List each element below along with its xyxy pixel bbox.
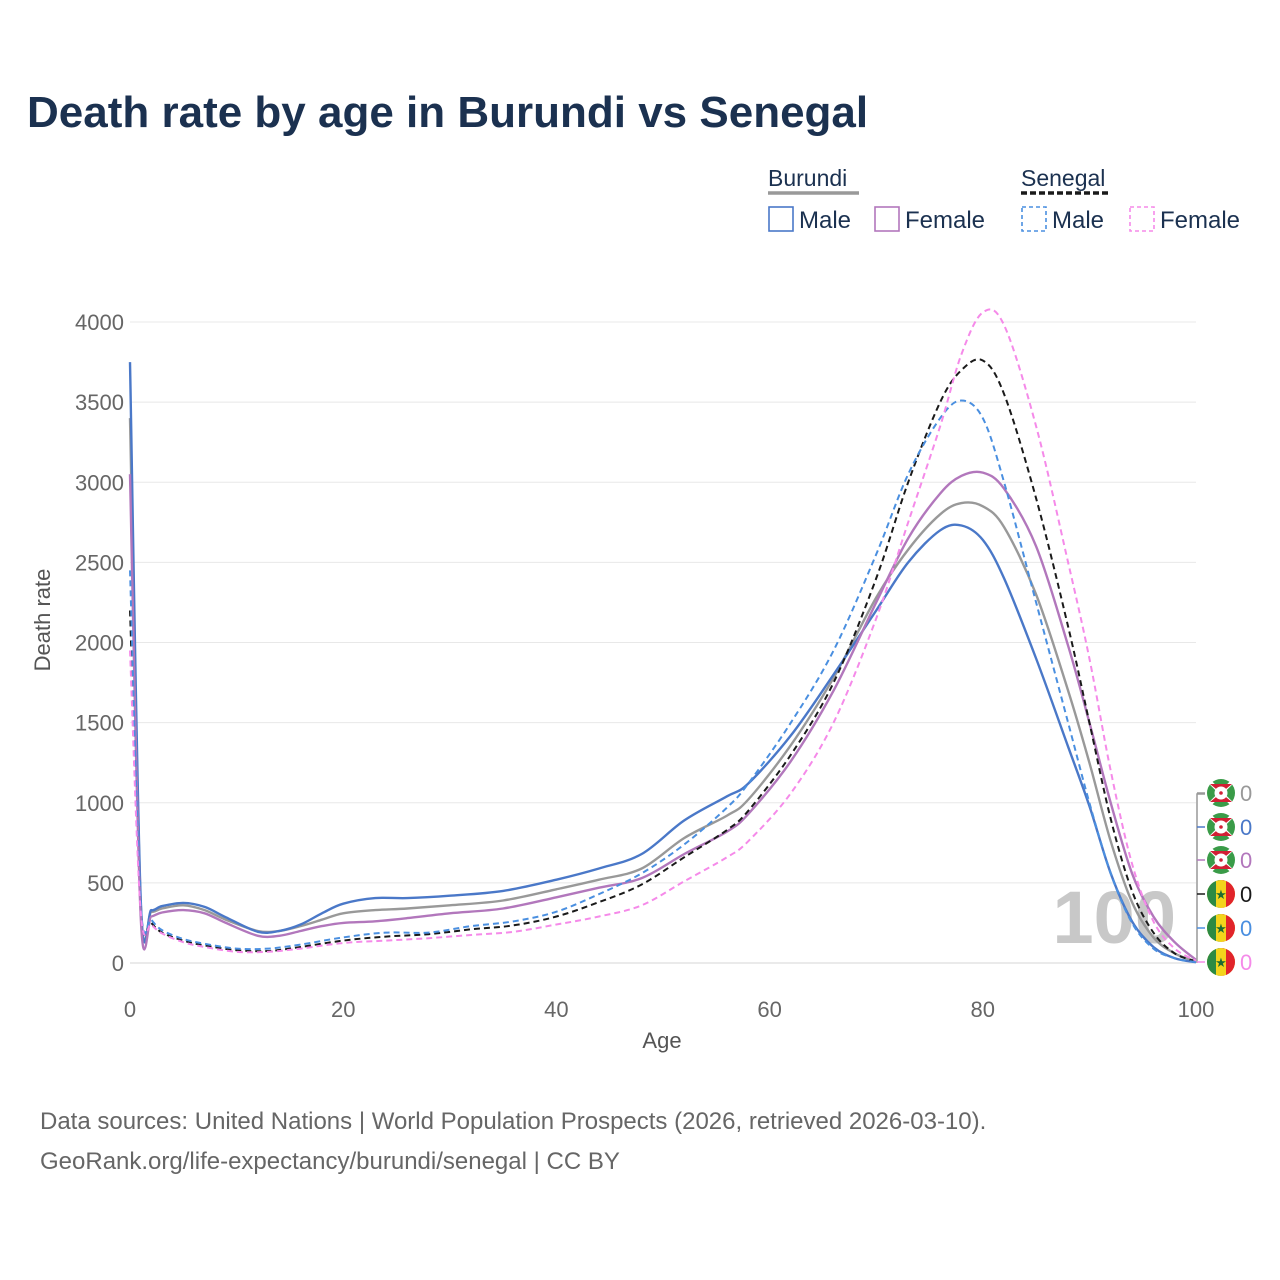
y-axis: 0 500 1000 1500 2000 2500 3000 3500 4000 bbox=[75, 310, 124, 976]
senegal-flag-red bbox=[1221, 880, 1235, 908]
end-bracket bbox=[1196, 793, 1205, 963]
end-markers: 0 0 0 ★ 0 ★ 0 ★ 0 bbox=[1196, 777, 1252, 976]
x-tick-label: 80 bbox=[971, 997, 995, 1022]
series-line-3 bbox=[129, 358, 1197, 963]
y-tick-label: 4000 bbox=[75, 310, 124, 335]
legend-swatch bbox=[768, 206, 794, 232]
x-tick-label: 40 bbox=[544, 997, 568, 1022]
series-line-1 bbox=[128, 362, 1197, 964]
senegal-flag-red bbox=[1221, 914, 1235, 942]
legend-item-label: Female bbox=[905, 207, 985, 234]
senegal-flag-star: ★ bbox=[1215, 956, 1227, 971]
annotation-value: 100 bbox=[1053, 876, 1176, 959]
series-layer bbox=[128, 308, 1197, 964]
series-line-4 bbox=[129, 399, 1197, 964]
legend: Burundi Male Female Senegal Male Female bbox=[768, 165, 1240, 234]
y-tick-label: 0 bbox=[112, 951, 124, 976]
senegal-flag-star: ★ bbox=[1215, 922, 1227, 937]
series-line-0 bbox=[128, 418, 1197, 963]
x-tick-label: 20 bbox=[331, 997, 355, 1022]
x-tick-label: 0 bbox=[124, 997, 136, 1022]
y-tick-label: 3000 bbox=[75, 470, 124, 495]
series-line-5 bbox=[129, 308, 1197, 962]
legend-item-label: Male bbox=[1052, 207, 1104, 234]
y-tick-label: 1500 bbox=[75, 711, 124, 736]
legend-swatch bbox=[874, 206, 900, 232]
burundi-flag-star bbox=[1219, 791, 1223, 795]
end-value-label: 0 bbox=[1240, 815, 1252, 840]
senegal-flag-green bbox=[1207, 880, 1221, 908]
chart-title: Death rate by age in Burundi vs Senegal bbox=[27, 88, 869, 137]
series-line-2 bbox=[128, 470, 1197, 961]
y-tick-label: 1000 bbox=[75, 791, 124, 816]
end-value-label: 0 bbox=[1240, 781, 1252, 806]
legend-group-title: Senegal bbox=[1021, 165, 1105, 191]
end-value-label: 0 bbox=[1240, 950, 1252, 975]
legend-swatch bbox=[1129, 206, 1155, 232]
y-tick-label: 500 bbox=[87, 871, 124, 896]
legend-item-label: Female bbox=[1160, 207, 1240, 234]
legend-item-label: Male bbox=[799, 207, 851, 234]
end-value-label: 0 bbox=[1240, 882, 1252, 907]
senegal-flag-green bbox=[1207, 948, 1221, 976]
y-axis-label: Death rate bbox=[30, 569, 55, 672]
y-tick-label: 3500 bbox=[75, 390, 124, 415]
x-axis-label: Age bbox=[642, 1028, 681, 1053]
y-tick-label: 2500 bbox=[75, 550, 124, 575]
legend-swatch bbox=[1021, 206, 1047, 232]
end-value-label: 0 bbox=[1240, 916, 1252, 941]
end-value-label: 0 bbox=[1240, 848, 1252, 873]
burundi-flag-star bbox=[1219, 858, 1223, 862]
burundi-flag-star bbox=[1219, 825, 1223, 829]
y-tick-label: 2000 bbox=[75, 631, 124, 656]
source-note: Data sources: United Nations | World Pop… bbox=[40, 1108, 987, 1135]
credit-link[interactable]: GeoRank.org/life-expectancy/burundi/sene… bbox=[40, 1148, 620, 1175]
x-axis: 0 20 40 60 80 100 bbox=[124, 997, 1214, 1022]
senegal-flag-green bbox=[1207, 914, 1221, 942]
x-tick-label: 60 bbox=[757, 997, 781, 1022]
senegal-flag-red bbox=[1221, 948, 1235, 976]
legend-group-title: Burundi bbox=[768, 165, 847, 191]
x-tick-label: 100 bbox=[1178, 997, 1215, 1022]
grid bbox=[130, 321, 1196, 964]
senegal-flag-star: ★ bbox=[1215, 888, 1227, 903]
